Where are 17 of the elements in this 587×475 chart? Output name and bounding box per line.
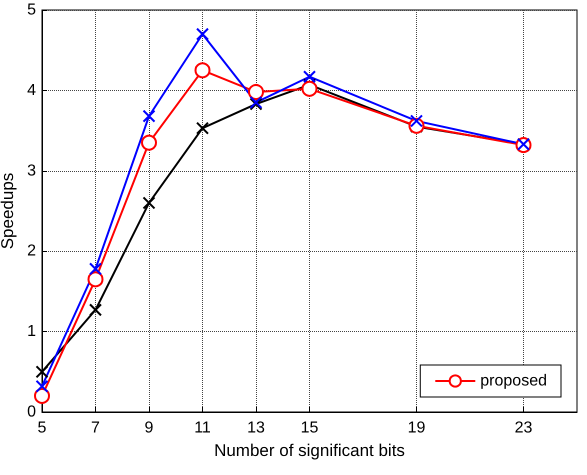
x-tick-label: 19 (408, 420, 426, 436)
y-tick-label: 3 (27, 162, 36, 180)
x-tick-label: 5 (38, 420, 47, 436)
y-tick-label: 0 (27, 404, 36, 420)
legend-label: proposed (480, 372, 547, 390)
x-axis-title: Number of significant bits (214, 441, 405, 460)
x-tick-label: 23 (514, 420, 532, 436)
x-tick-label: 15 (300, 420, 318, 436)
x-tick-label: 7 (91, 420, 100, 436)
y-tick-label: 2 (27, 242, 36, 260)
y-tick-label: 4 (27, 82, 36, 99)
y-axis-title: Speedups (0, 172, 18, 250)
y-tick-label: 5 (27, 2, 36, 18)
x-tick-label: 13 (247, 420, 265, 436)
y-tick-label: 1 (27, 323, 36, 340)
x-tick-label: 9 (144, 420, 154, 436)
x-tick-label: 11 (194, 420, 211, 436)
